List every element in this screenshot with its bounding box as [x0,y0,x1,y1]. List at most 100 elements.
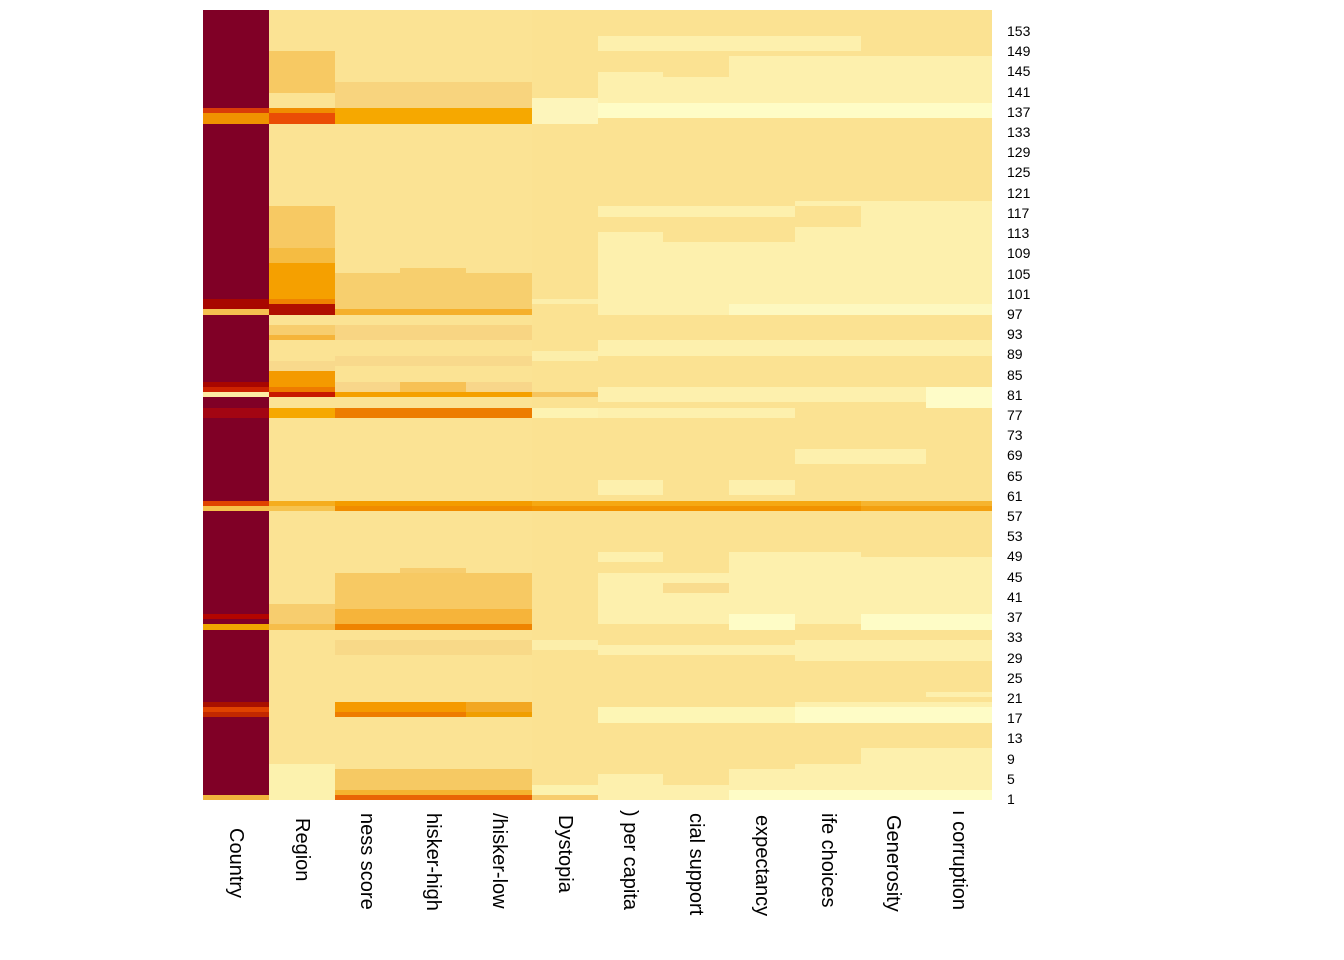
row-tick-label: 93 [1007,326,1023,343]
heatmap-segment [466,712,532,717]
heatmap-segment [795,640,861,661]
heatmap-segment [335,408,400,418]
heatmap-segment [269,299,335,304]
heatmap-segment [400,501,466,506]
heatmap-segment [861,640,926,661]
heatmap-segment [795,702,861,707]
heatmap-segment [400,790,466,795]
heatmap-segment [598,387,663,402]
heatmap-segment [598,72,663,103]
heatmap-segment [269,604,335,624]
heatmap-segment [203,387,269,392]
heatmap-segment [335,790,400,795]
heatmap-segment [795,36,861,51]
heatmap-segment [926,692,992,697]
column-label: ness score [356,813,379,910]
heatmap-segment [335,769,400,790]
column-label: /hisker-low [487,813,510,909]
heatmap-segment [598,36,663,51]
column-label: Country [224,828,247,899]
heatmap-segment [400,769,466,790]
heatmap-segment [400,356,466,366]
row-tick-label: 49 [1007,548,1023,565]
column-label: Generosity [882,815,905,912]
heatmap-column-7 [598,10,663,800]
heatmap-segment [598,501,663,506]
heatmap-segment [729,769,795,790]
heatmap-segment [269,206,335,248]
heatmap-column-10 [795,10,861,800]
heatmap-segment [466,356,532,366]
heatmap-segment [663,242,729,315]
heatmap-segment [926,56,992,103]
row-tick-label: 65 [1007,467,1023,484]
row-tick-label: 105 [1007,265,1031,282]
heatmap-segment [269,108,335,113]
heatmap-segment [926,201,992,206]
heatmap-segment [335,624,400,630]
row-tick-label: 69 [1007,447,1023,464]
row-tick-label: 1 [1007,790,1015,807]
row-tick-label: 125 [1007,164,1031,181]
heatmap-segment [203,614,269,619]
heatmap-column-2 [269,10,335,800]
heatmap-segment [335,712,400,717]
row-tick-label: 37 [1007,609,1023,626]
heatmap-segment [335,325,400,340]
heatmap-segment [466,573,532,609]
heatmap-segment [269,387,335,392]
heatmap-segment [795,449,861,464]
heatmap-segment [926,501,992,506]
heatmap-segment [203,382,269,387]
heatmap-segment [729,304,795,315]
heatmap-segment [400,573,466,609]
heatmap-segment [400,609,466,624]
heatmap-segment [861,748,926,790]
heatmap-segment [466,392,532,397]
heatmap-segment [335,501,400,506]
heatmap-segment [729,206,795,217]
heatmap-segment [729,480,795,495]
heatmap-segment [203,108,269,113]
heatmap-segment [795,387,861,402]
heatmap-segment [269,764,335,800]
heatmap-segment [269,335,335,340]
heatmap-segment [861,707,926,723]
row-tick-label: 149 [1007,43,1031,60]
heatmap-segment [269,624,335,630]
heatmap-segment [466,769,532,790]
row-tick-label: 41 [1007,588,1023,605]
heatmap-segment [269,371,335,387]
row-tick-label: 121 [1007,184,1031,201]
heatmap-segment [466,795,532,800]
heatmap-segment [335,108,400,124]
heatmap-segment [466,790,532,795]
heatmap-segment [795,56,861,103]
heatmap-segment [598,774,663,800]
column-label: Dystopia [553,815,576,893]
heatmap-segment [466,273,532,309]
heatmap-column-12 [926,10,992,800]
heatmap-segment [203,712,269,717]
heatmap-segment [466,609,532,624]
heatmap-segment [400,795,466,800]
heatmap-segment [663,340,729,356]
heatmap-segment [466,325,532,340]
heatmap-segment [532,299,598,304]
heatmap-segment [795,506,861,511]
heatmap-segment [335,356,400,366]
heatmap-segment [861,103,926,118]
heatmap-segment [335,392,400,397]
row-tick-label: 21 [1007,689,1023,706]
heatmap-segment [203,506,269,511]
heatmap-segment [203,702,269,707]
heatmap-segment [926,748,992,790]
heatmap-segment [729,103,795,118]
heatmap-segment [861,501,926,506]
heatmap-segment [598,408,663,418]
heatmap-segment [926,702,992,707]
heatmap-segment [729,408,795,418]
heatmap-segment [795,304,861,315]
heatmap-segment [795,552,861,624]
heatmap-segment [203,113,269,124]
